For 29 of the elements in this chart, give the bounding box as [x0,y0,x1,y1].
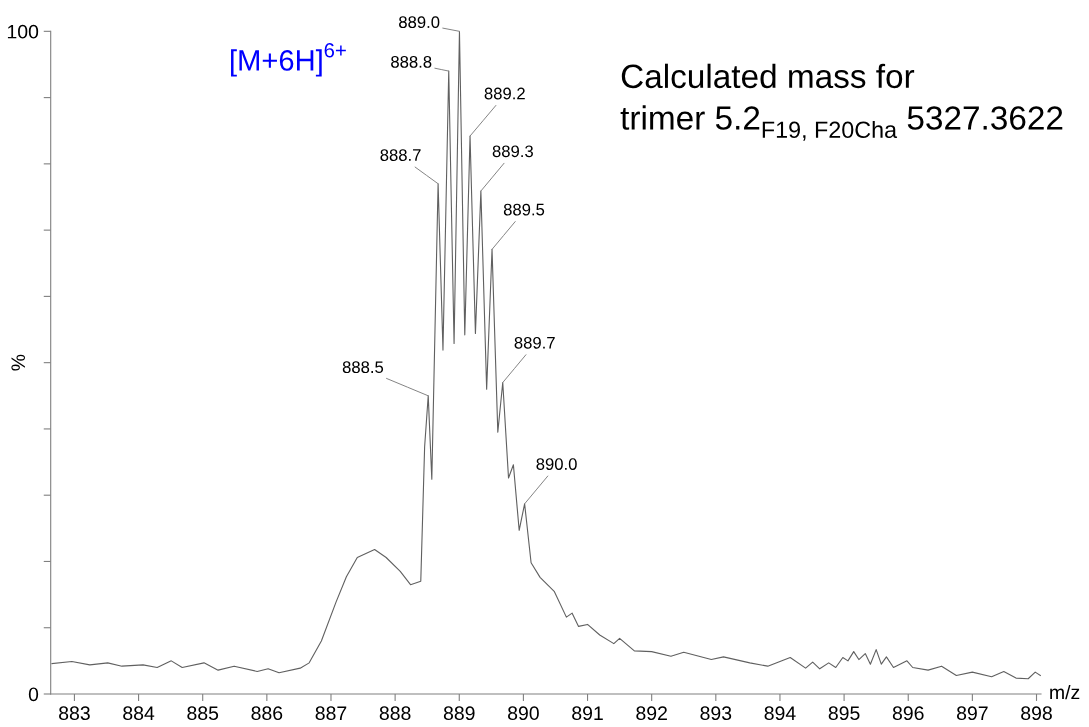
x-tick-label: 883 [59,706,90,721]
annotation: 888.8 [391,55,432,68]
y-tick-label: 100 [7,24,39,39]
x-tick-label: 895 [828,706,860,721]
x-tick-label: 898 [1021,706,1052,721]
x-tick-label: 884 [123,706,155,721]
x-tick-label: 885 [187,706,219,721]
x-tick-label: 897 [957,706,988,721]
x-tick-label: 889 [443,706,475,721]
annotation: 889.2 [484,87,525,100]
y-axis-title: % [11,354,25,371]
x-axis-title: m/z [1050,684,1080,700]
x-tick-label: 894 [764,706,796,721]
annotation: 888.5 [342,361,384,374]
annotation: 889.5 [503,203,545,216]
annotation: 889.3 [492,145,533,158]
x-tick-label: 896 [892,706,924,721]
annotation: 888.7 [380,149,421,161]
x-tick-label: 888 [379,706,411,721]
y-tick-label: 0 [28,687,39,702]
x-tick-label: 886 [251,706,283,721]
annotation: 889.0 [399,16,440,29]
x-tick-label: 892 [636,706,667,721]
x-tick-label: 890 [508,706,539,721]
x-tick-label: 891 [572,706,603,721]
x-tick-label: 887 [315,706,347,721]
x-tick-label: 893 [700,706,732,721]
annotation: 890.0 [536,458,577,470]
annotation: 889.7 [514,336,555,349]
